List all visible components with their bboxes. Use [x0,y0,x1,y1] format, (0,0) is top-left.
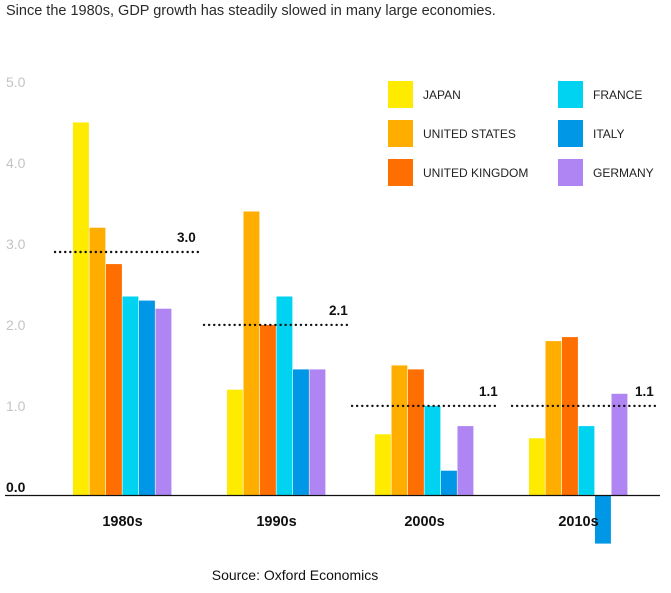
y-tick-label: 2.0 [6,317,26,333]
average-label-1990s: 2.1 [329,303,348,318]
bar-italy-2000s [441,470,457,495]
bar-italy-1990s [293,369,309,495]
legend: JAPAN UNITED STATES UNITED KINGDOM FRANCE IT… [388,81,654,186]
legend-label-germany: GERMANY [593,166,654,180]
bar-united-states-2010s [545,341,562,495]
average-label-2010s: 1.1 [635,384,654,399]
bar-france-2010s [578,426,595,495]
bar-japan-1980s [73,122,89,496]
legend-swatch-france [558,81,583,108]
y-tick-label: 5.0 [6,74,26,90]
bar-united-kingdom-1980s [106,264,122,495]
bar-france-1980s [122,296,139,495]
legend-swatch-japan [388,81,413,108]
bars-layer [73,122,628,544]
legend-label-united-kingdom: UNITED KINGDOM [423,166,528,180]
bar-united-states-1990s [243,211,260,495]
bar-italy-1980s [139,300,155,495]
bar-germany-1990s [309,369,326,495]
x-tick-label-1990s: 1990s [256,514,296,530]
y-axis: 0.0 1.0 2.0 3.0 4.0 5.0 [6,74,26,495]
legend-swatch-united-states [388,120,413,147]
average-label-2000s: 1.1 [479,384,498,399]
bar-germany-2000s [457,426,474,495]
average-label-1980s: 3.0 [177,230,196,245]
legend-label-japan: JAPAN [423,88,461,102]
y-tick-label: 0.0 [6,479,26,495]
legend-label-france: FRANCE [593,88,642,102]
x-tick-label-2000s: 2000s [404,514,444,530]
average-lines-layer: 3.0 2.1 1.1 1.1 [53,230,657,408]
legend-swatch-united-kingdom [388,159,413,186]
bar-france-1990s [276,296,293,495]
legend-label-united-states: UNITED STATES [423,127,516,141]
x-tick-label-1980s: 1980s [102,514,142,530]
bar-italy-2010s [595,495,611,544]
legend-label-italy: ITALY [593,127,625,141]
legend-swatch-germany [558,159,583,186]
chart-title: Since the 1980s, GDP growth has steadily… [6,3,496,19]
legend-swatch-italy [558,120,583,147]
y-tick-label: 3.0 [6,236,26,252]
source-note: Source: Oxford Economics [211,567,379,583]
bar-germany-2010s [611,393,628,496]
bar-united-kingdom-1990s [260,324,276,495]
bar-united-states-1980s [89,227,106,495]
bar-japan-2000s [375,434,391,496]
bar-united-kingdom-2000s [408,369,424,495]
x-tick-label-2010s: 2010s [558,514,598,530]
bar-japan-2010s [529,438,545,495]
x-axis: 1980s 1990s 2000s 2010s [102,514,598,530]
bar-germany-1980s [155,308,172,495]
y-tick-label: 1.0 [6,398,26,414]
bar-united-states-2000s [391,365,408,495]
bar-japan-1990s [227,389,243,495]
bar-united-kingdom-2010s [562,337,578,495]
y-tick-label: 4.0 [6,155,26,171]
bar-france-2000s [424,405,441,495]
